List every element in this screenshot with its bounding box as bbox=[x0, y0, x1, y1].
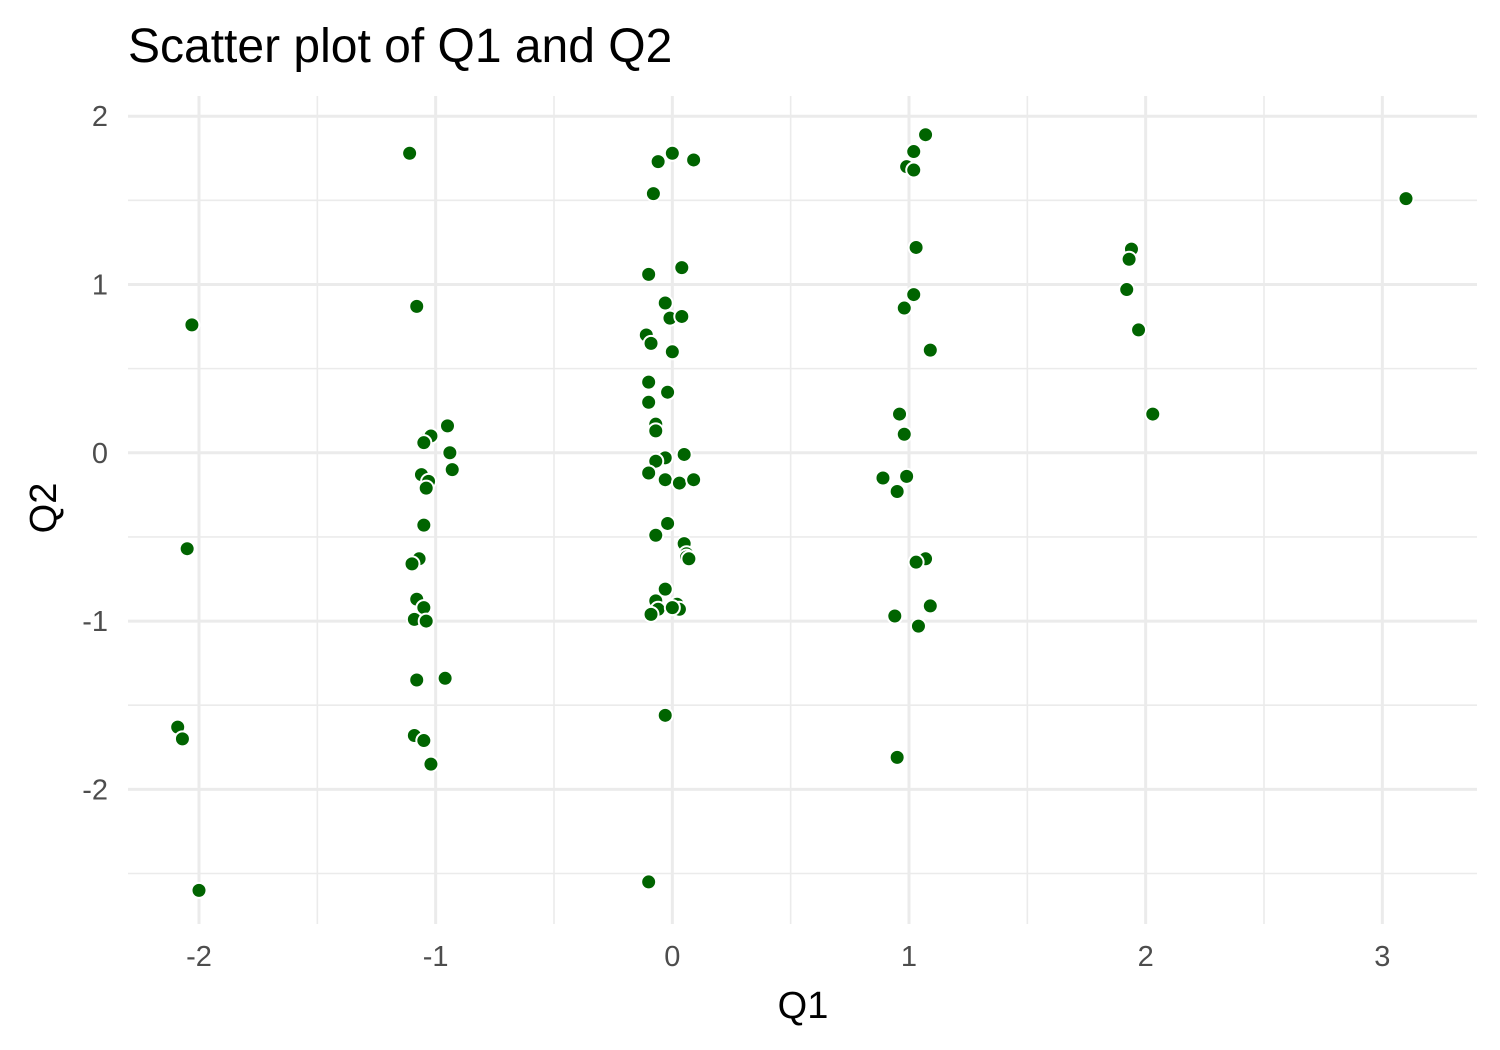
y-axis-tick-labels: -2 -1 0 1 2 bbox=[82, 101, 108, 806]
data-point bbox=[675, 445, 693, 463]
data-point bbox=[888, 482, 906, 500]
y-tick-label: -2 bbox=[82, 774, 108, 806]
data-point bbox=[659, 383, 677, 401]
data-point bbox=[183, 316, 201, 334]
data-point bbox=[417, 479, 435, 497]
data-point bbox=[1397, 190, 1415, 208]
data-point bbox=[415, 516, 433, 534]
data-point bbox=[898, 467, 916, 485]
data-point bbox=[656, 706, 674, 724]
data-point bbox=[408, 671, 426, 689]
data-point bbox=[190, 881, 208, 899]
data-point bbox=[895, 299, 913, 317]
data-point bbox=[642, 605, 660, 623]
data-point bbox=[443, 461, 461, 479]
data-point bbox=[640, 464, 658, 482]
data-point bbox=[178, 540, 196, 558]
data-point bbox=[905, 143, 923, 161]
data-point bbox=[647, 526, 665, 544]
data-point bbox=[642, 334, 660, 352]
data-point bbox=[403, 555, 421, 573]
data-point bbox=[417, 612, 435, 630]
data-point bbox=[921, 597, 939, 615]
y-tick-label: 1 bbox=[92, 269, 108, 301]
grid-lines bbox=[128, 96, 1477, 924]
data-point bbox=[441, 444, 459, 462]
x-tick-label: -1 bbox=[423, 941, 449, 973]
data-point bbox=[905, 286, 923, 304]
data-point bbox=[436, 669, 454, 687]
data-point bbox=[673, 307, 691, 325]
y-tick-label: 2 bbox=[92, 101, 108, 133]
y-tick-label: 0 bbox=[92, 438, 108, 470]
data-point bbox=[640, 393, 658, 411]
data-point bbox=[663, 144, 681, 162]
data-point bbox=[439, 417, 456, 435]
x-axis-tick-labels: -2 -1 0 1 2 3 bbox=[186, 941, 1390, 973]
data-point bbox=[1118, 281, 1136, 299]
data-point bbox=[921, 341, 939, 359]
data-point bbox=[907, 553, 925, 571]
data-point bbox=[905, 161, 923, 179]
y-axis-title: Q2 bbox=[23, 483, 65, 534]
data-point bbox=[644, 185, 662, 203]
data-point bbox=[422, 755, 440, 773]
data-point bbox=[673, 259, 691, 277]
data-point bbox=[640, 373, 658, 391]
data-point bbox=[917, 126, 935, 144]
data-point bbox=[886, 607, 904, 625]
data-point bbox=[656, 294, 674, 312]
data-point bbox=[891, 405, 909, 423]
data-point bbox=[907, 238, 925, 256]
chart-title: Scatter plot of Q1 and Q2 bbox=[128, 20, 672, 73]
data-points bbox=[169, 126, 1415, 899]
data-point bbox=[670, 474, 688, 492]
data-point bbox=[888, 748, 906, 766]
data-point bbox=[909, 617, 927, 635]
x-axis-title: Q1 bbox=[778, 985, 829, 1027]
data-point bbox=[401, 144, 419, 162]
data-point bbox=[663, 599, 681, 617]
data-point bbox=[1130, 321, 1148, 339]
data-point bbox=[408, 297, 426, 315]
data-point bbox=[656, 471, 674, 489]
data-point bbox=[874, 469, 892, 487]
data-point bbox=[640, 873, 658, 891]
data-point bbox=[640, 265, 658, 283]
data-point bbox=[659, 514, 677, 532]
data-point bbox=[680, 550, 698, 568]
data-point bbox=[415, 434, 433, 452]
data-point bbox=[663, 343, 681, 361]
data-point bbox=[685, 471, 703, 489]
x-tick-label: 1 bbox=[901, 941, 917, 973]
x-tick-label: 2 bbox=[1138, 941, 1154, 973]
data-point bbox=[647, 422, 665, 440]
data-point bbox=[173, 730, 191, 748]
data-point bbox=[649, 153, 667, 171]
x-tick-label: 3 bbox=[1374, 941, 1390, 973]
x-tick-label: 0 bbox=[664, 941, 680, 973]
y-tick-label: -1 bbox=[82, 606, 108, 638]
data-point bbox=[415, 732, 433, 750]
data-point bbox=[895, 425, 913, 443]
x-tick-label: -2 bbox=[186, 941, 212, 973]
data-point bbox=[656, 580, 674, 598]
data-point bbox=[1120, 250, 1138, 268]
data-point bbox=[1144, 405, 1162, 423]
data-point bbox=[685, 151, 703, 169]
